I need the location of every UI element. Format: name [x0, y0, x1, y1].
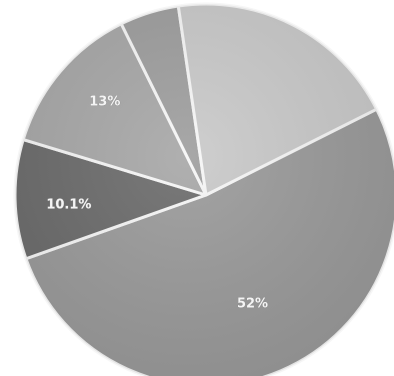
slice-label: 13%: [89, 94, 120, 109]
slice-label: 52%: [237, 296, 268, 311]
pie-labels: 52% 10.1% 13%: [46, 94, 268, 312]
pie-slices: [13, 2, 394, 376]
slice-label: 10.1%: [46, 198, 91, 213]
